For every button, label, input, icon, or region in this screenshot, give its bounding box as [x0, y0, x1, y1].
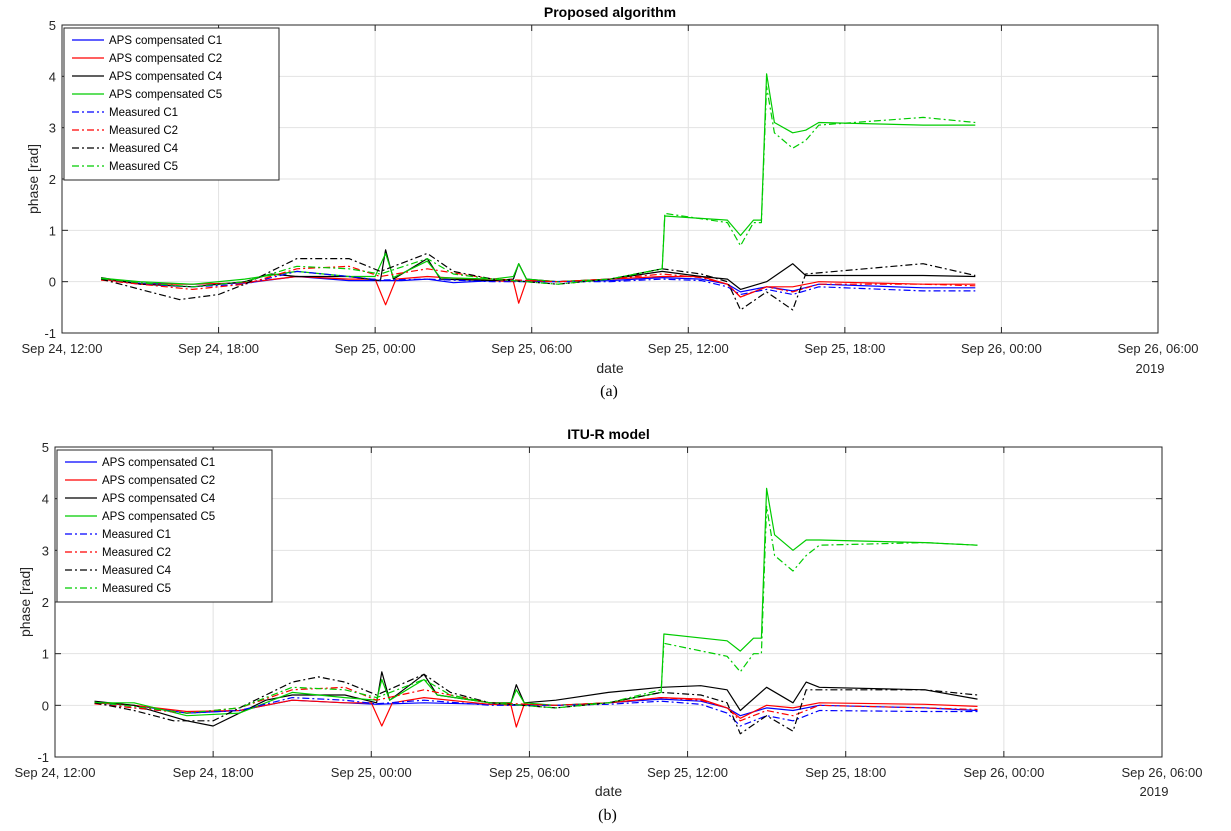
y-tick-label: 1 — [42, 647, 49, 662]
x-tick-label: Sep 24, 12:00 — [15, 765, 96, 780]
x-axis-label: date — [595, 783, 622, 799]
x-tick-label: Sep 26, 00:00 — [963, 765, 1044, 780]
legend-box — [56, 449, 273, 603]
y-tick-label: 3 — [42, 543, 49, 558]
series-line-measured-c5 — [101, 86, 976, 288]
series-line-measured-c2 — [101, 265, 976, 298]
series-line-aps-compensated-c2 — [94, 697, 978, 728]
legend-entry-label: APS compensated C1 — [102, 457, 215, 469]
x-axis-label: date — [596, 360, 623, 376]
x-tick-label: Sep 25, 00:00 — [331, 765, 412, 780]
series-line-measured-c4 — [100, 252, 976, 311]
legend-entry-label: Measured C5 — [109, 161, 178, 173]
y-tick-label: -1 — [44, 326, 56, 341]
x-tick-label: Sep 25, 12:00 — [647, 765, 728, 780]
x-axis-year-label: 2019 — [1136, 361, 1165, 376]
y-tick-label: 1 — [49, 223, 56, 238]
y-tick-label: 4 — [42, 492, 49, 507]
legend-entry-label: Measured C1 — [109, 107, 178, 119]
y-tick-label: 5 — [49, 18, 56, 33]
y-tick-label: 2 — [42, 595, 49, 610]
x-tick-label: Sep 24, 12:00 — [22, 341, 103, 356]
x-tick-label: Sep 26, 06:00 — [1118, 341, 1199, 356]
legend-entry-label: APS compensated C1 — [109, 35, 222, 47]
figure-caption: (b) — [598, 807, 617, 824]
chart-panel-a: Sep 24, 12:00 Sep 24, 18:00 Sep 25, 00:00 S… — [22, 4, 1199, 400]
chart-title: ITU-R model — [567, 426, 649, 442]
figure-caption: (a) — [600, 383, 618, 400]
chart-title: Proposed algorithm — [544, 4, 676, 20]
legend-entry-label: APS compensated C2 — [102, 475, 215, 487]
y-tick-label: 3 — [49, 121, 56, 136]
chart-panel-b: Sep 24, 12:00 Sep 24, 18:00 Sep 25, 00:00 S… — [15, 426, 1203, 824]
x-tick-label: Sep 25, 12:00 — [648, 341, 729, 356]
legend-entry-label: APS compensated C5 — [109, 89, 222, 101]
x-tick-label: Sep 25, 18:00 — [804, 341, 885, 356]
legend-entry-label: APS compensated C4 — [102, 493, 216, 505]
y-tick-label: 0 — [49, 275, 56, 290]
x-tick-label: Sep 26, 00:00 — [961, 341, 1042, 356]
legend-entry-label: Measured C2 — [109, 125, 178, 137]
x-tick-label: Sep 25, 00:00 — [335, 341, 416, 356]
x-tick-label: Sep 24, 18:00 — [173, 765, 254, 780]
legend-entry-label: APS compensated C5 — [102, 511, 215, 523]
series-line-aps-compensated-c4 — [101, 249, 976, 290]
x-axis-year-label: 2019 — [1140, 784, 1169, 799]
legend-entry-label: Measured C5 — [102, 583, 171, 595]
legend-entry-label: Measured C4 — [109, 143, 179, 155]
y-tick-label: 0 — [42, 698, 49, 713]
y-axis-label: phase [rad] — [17, 567, 33, 637]
y-axis-label: phase [rad] — [25, 144, 41, 214]
legend-entry-label: Measured C1 — [102, 529, 171, 541]
x-tick-label: Sep 25, 06:00 — [489, 765, 570, 780]
x-tick-label: Sep 24, 18:00 — [178, 341, 259, 356]
legend-box — [63, 27, 280, 181]
legend-entry-label: APS compensated C4 — [109, 71, 223, 83]
x-tick-label: Sep 26, 06:00 — [1122, 765, 1203, 780]
y-tick-label: 5 — [42, 440, 49, 455]
y-tick-label: 4 — [49, 69, 56, 84]
legend: APS compensated C1 APS compensated C2 APS … — [63, 27, 280, 181]
legend-entry-label: APS compensated C2 — [109, 53, 222, 65]
legend-entry-label: Measured C4 — [102, 565, 172, 577]
series-line-measured-c5 — [94, 505, 978, 714]
x-tick-label: Sep 25, 06:00 — [491, 341, 572, 356]
legend-entry-label: Measured C2 — [102, 547, 171, 559]
y-tick-label: -1 — [37, 750, 49, 765]
series-line-measured-c4 — [94, 673, 978, 735]
x-tick-label: Sep 25, 18:00 — [805, 765, 886, 780]
legend: APS compensated C1 APS compensated C2 APS … — [56, 449, 273, 603]
series-line-aps-compensated-c5 — [94, 487, 978, 717]
y-tick-label: 2 — [49, 172, 56, 187]
